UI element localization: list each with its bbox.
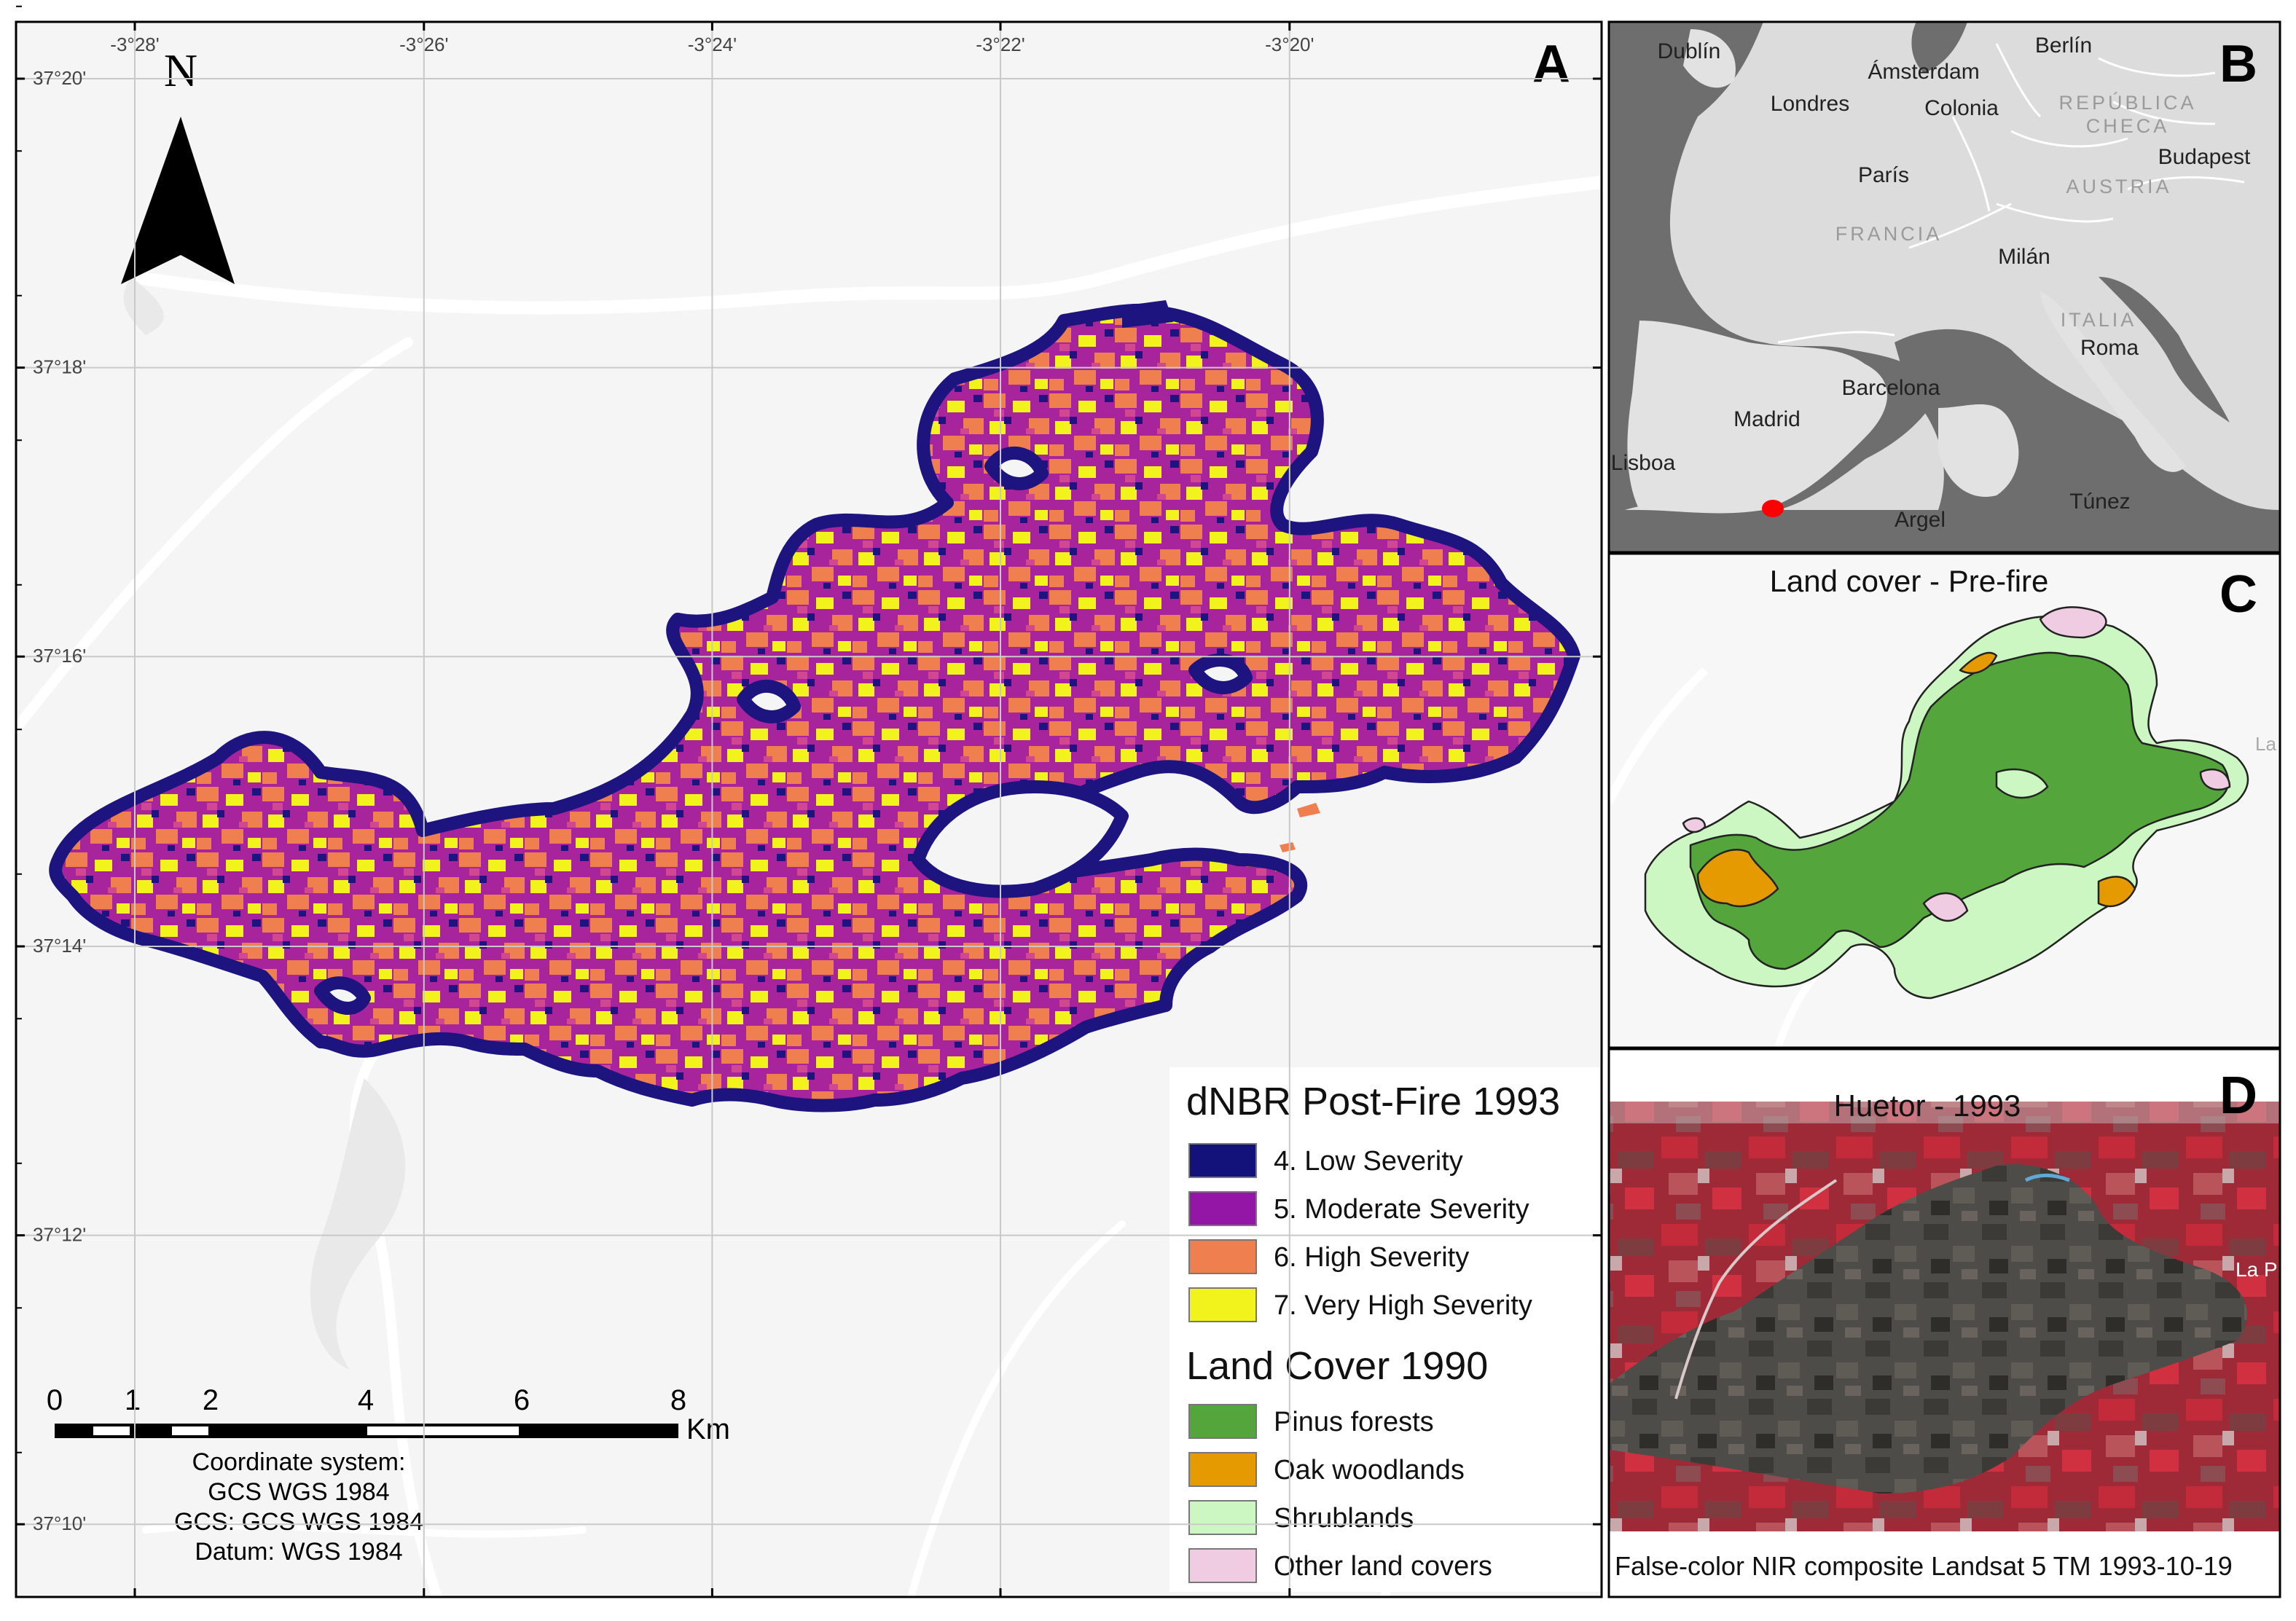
city-label: Túnez xyxy=(2069,490,2130,514)
panel-d-caption: False-color NIR composite Landsat 5 TM 1… xyxy=(1615,1551,2233,1581)
landcover-polygons xyxy=(1644,606,2249,1000)
north-label: N xyxy=(164,44,197,96)
graticule: -3°28' -3°26' -3°24' -3°22' -3°20' 37°20' 37°1… xyxy=(16,5,1602,1598)
legend-severity-label: 7. Very High Severity xyxy=(1274,1290,1532,1321)
burned-area-severity xyxy=(49,300,1580,1112)
lat-tick-label: 37°18' xyxy=(33,356,86,378)
city-label: Lisboa xyxy=(1611,451,1676,475)
coordinate-info-line: Coordinate system: xyxy=(192,1448,406,1476)
city-label: Ámsterdam xyxy=(1868,60,1979,84)
legend-landcover-swatch xyxy=(1188,1500,1257,1535)
legend-severity-label: 6. High Severity xyxy=(1274,1242,1469,1273)
city-label: Roma xyxy=(2080,336,2139,360)
city-label: Colonia xyxy=(1924,96,1999,120)
lat-tick-label: 37°10' xyxy=(33,1512,86,1534)
legend-landcover-label: Oak woodlands xyxy=(1274,1455,1465,1485)
panel-d-title: Huetor - 1993 xyxy=(1834,1088,2021,1123)
scale-bar-label: 2 xyxy=(203,1384,219,1416)
country-label: AUSTRIA xyxy=(2066,176,2171,197)
city-label: Milán xyxy=(1998,245,2050,269)
lat-tick-label: 37°20' xyxy=(33,67,86,89)
north-arrow: N xyxy=(121,44,235,284)
panel-d-landsat-image: Huetor - 1993 La P D False-color NIR com… xyxy=(1607,1048,2281,1598)
legend-severity-label: 4. Low Severity xyxy=(1274,1146,1463,1177)
legend: dNBR Post-Fire 1993 4. Low Severity 5. Mo… xyxy=(1169,1067,1599,1592)
panel-c-landcover-map: Land cover - Pre-fire La C xyxy=(1607,552,2281,1049)
lon-tick-label: -3°24' xyxy=(688,34,737,55)
panel-letter-a: A xyxy=(1532,35,1570,93)
scale-bar-label: 8 xyxy=(670,1384,686,1416)
scale-bar-label: 6 xyxy=(514,1384,530,1416)
panel-d-edge-text: La P xyxy=(2236,1258,2278,1281)
legend-severity-swatch xyxy=(1188,1143,1257,1178)
lon-tick-label: -3°28' xyxy=(110,34,159,55)
scale-unit: Km xyxy=(686,1413,730,1445)
coordinate-info-line: Datum: WGS 1984 xyxy=(195,1538,402,1566)
city-label: Barcelona xyxy=(1841,376,1940,400)
lat-tick-label: 37°12' xyxy=(33,1224,86,1246)
legend-landcover-swatch xyxy=(1188,1404,1257,1439)
city-label: Berlín xyxy=(2035,34,2092,58)
panel-a-main-map: N A dNBR Post-Fire 1993 4. Low Severity 5… xyxy=(15,5,1603,1598)
lon-tick-label: -3°20' xyxy=(1265,34,1314,55)
city-label: Dublín xyxy=(1658,39,1721,63)
city-label: París xyxy=(1858,163,1909,187)
lon-tick-label: -3°22' xyxy=(976,34,1024,55)
legend-landcover-label: Other land covers xyxy=(1274,1551,1492,1582)
panel-c-title: Land cover - Pre-fire xyxy=(1770,564,2049,598)
legend-landcover-label: Shrublands xyxy=(1274,1503,1414,1534)
country-label: REPÚBLICA xyxy=(2058,91,2196,114)
panel-letter-d: D xyxy=(2219,1067,2257,1125)
legend-severity-swatch xyxy=(1188,1191,1257,1226)
country-label: ITALIA xyxy=(2061,309,2137,331)
legend-severity-swatch xyxy=(1188,1239,1257,1274)
panel-letter-c: C xyxy=(2219,565,2257,624)
scale-bar-label: 0 xyxy=(47,1384,63,1416)
lat-tick-label: 37°14' xyxy=(33,935,86,957)
lon-tick-label: -3°26' xyxy=(399,34,448,55)
coordinate-info-line: GCS WGS 1984 xyxy=(208,1478,389,1506)
lat-tick-label: 37°16' xyxy=(33,645,86,667)
burn-scar xyxy=(1609,1164,2247,1494)
panel-c-edge-text: La xyxy=(2255,733,2276,755)
city-label: Argel xyxy=(1895,508,1946,532)
legend-landcover-swatch xyxy=(1188,1452,1257,1487)
legend-landcover-swatch xyxy=(1188,1548,1257,1583)
scale-bar-label: 4 xyxy=(358,1384,374,1416)
study-area-marker xyxy=(1762,500,1784,517)
city-label: Madrid xyxy=(1733,407,1801,431)
panel-letter-b: B xyxy=(2219,35,2257,93)
city-label: Londres xyxy=(1771,92,1849,116)
terrain-shade xyxy=(123,277,406,1370)
legend-title-dnbr: dNBR Post-Fire 1993 xyxy=(1186,1080,1560,1123)
scale-bar: 0 1 2 4 6 8 Km xyxy=(47,1384,730,1445)
coordinate-info-line: GCS: GCS WGS 1984 xyxy=(174,1508,423,1536)
legend-landcover-label: Pinus forests xyxy=(1274,1407,1434,1437)
legend-title-landcover: Land Cover 1990 xyxy=(1186,1344,1488,1388)
legend-severity-swatch xyxy=(1188,1287,1257,1322)
scale-bar-label: 1 xyxy=(125,1384,141,1416)
country-label: FRANCIA xyxy=(1835,223,1943,245)
country-label: CHECA xyxy=(2086,115,2170,137)
legend-severity-label: 5. Moderate Severity xyxy=(1274,1194,1529,1225)
panel-b-locator-map: Dublín Ámsterdam Berlín Londres Colonia París… xyxy=(1607,20,2281,554)
city-label: Budapest xyxy=(2158,145,2251,169)
